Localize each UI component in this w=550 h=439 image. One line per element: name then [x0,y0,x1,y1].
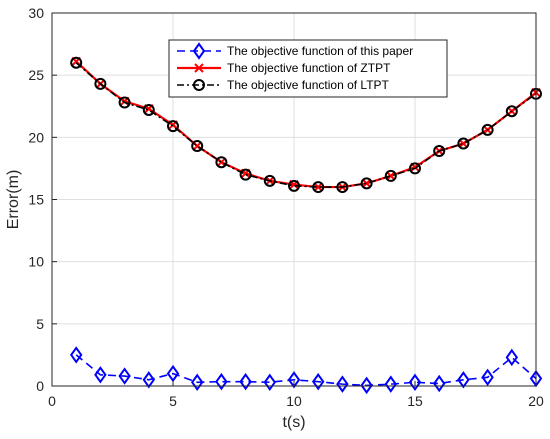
data-point-marker [384,375,398,393]
x-tick-label: 5 [169,393,177,409]
legend-label: The objective function of this paper [227,44,413,58]
data-point-marker [457,371,470,389]
y-tick-label: 20 [28,129,44,145]
legend-swatch-marker [193,79,205,91]
data-point-marker [386,171,396,181]
legend-swatch-marker [192,42,206,60]
data-point-marker [481,368,494,387]
data-point-marker [70,56,83,69]
y-tick-label: 10 [28,254,44,270]
legend-label: The objective function of ZTPT [227,61,391,75]
data-point-marker [166,364,180,383]
data-point-marker [432,374,446,393]
data-point-marker [433,145,446,158]
data-point-marker [409,162,421,175]
y-tick-label: 25 [28,67,44,83]
data-point-marker [458,138,469,149]
data-point-marker [216,157,227,167]
data-point-marker [360,177,373,190]
legend-entry: The objective function of LTPT [177,78,390,92]
y-tick-label: 30 [28,5,44,21]
data-point-marker [312,181,325,194]
data-point-marker [239,372,252,391]
data-point-marker [311,372,325,391]
data-point-marker [360,376,373,395]
series-3 [70,56,542,194]
legend-swatch-marker [194,63,204,73]
x-tick-label: 10 [286,393,302,409]
data-point-marker [361,178,372,189]
data-point-marker [263,373,277,391]
x-tick-label: 20 [528,393,544,409]
data-point-marker [69,346,83,364]
data-point-marker [142,103,155,116]
data-point-marker [215,156,228,169]
y-tick-label: 15 [28,192,44,208]
legend-label: The objective function of LTPT [227,78,390,92]
data-point-marker [94,366,107,384]
legend-entry: The objective function of this paper [177,42,413,60]
data-point-marker [287,371,301,389]
data-point-marker [167,120,179,133]
data-point-marker [336,181,349,194]
data-point-marker [505,348,519,367]
legend-entry: The objective function of ZTPT [177,61,391,75]
data-point-marker [94,77,107,90]
data-point-marker [191,140,204,153]
data-point-marker [505,105,518,118]
x-axis-title: t(s) [282,414,305,431]
y-tick-label: 0 [36,378,44,394]
x-tick-label: 0 [48,393,56,409]
series-1 [69,346,543,395]
data-point-marker [239,168,252,181]
legend: The objective function of this paper The … [168,39,448,98]
x-tick-label: 15 [407,393,423,409]
data-point-marker [481,123,494,136]
data-point-marker [263,174,276,187]
y-tick-label: 5 [36,316,44,332]
data-point-marker [288,179,300,192]
data-point-marker [313,182,323,192]
data-point-marker [384,169,397,182]
data-point-marker [118,367,131,385]
series-layer [69,56,543,395]
data-point-marker [118,96,131,109]
data-point-marker [408,373,422,391]
y-axis-title: Error(m) [5,170,22,230]
data-point-marker [142,371,156,389]
data-point-marker [457,137,470,150]
data-point-marker [190,373,204,391]
axis-ticks: 0 5 10 15 20 0 5 10 15 20 25 30 [28,5,544,409]
data-point-marker [336,375,349,393]
data-point-marker [215,372,228,391]
